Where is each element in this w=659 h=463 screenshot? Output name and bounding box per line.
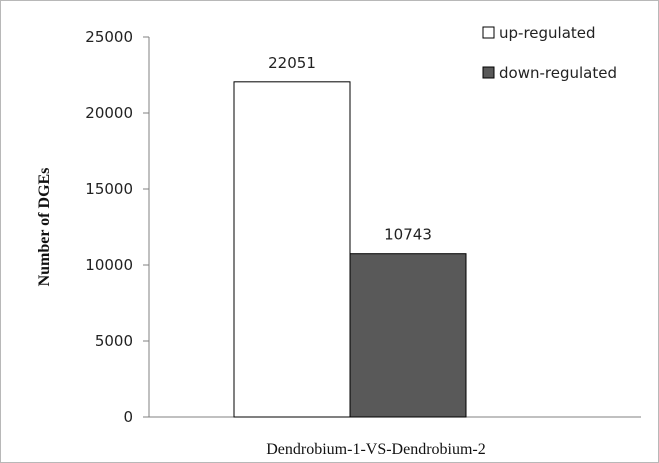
y-tick-labels: 0 5000 10000 15000 20000 25000 bbox=[85, 28, 133, 426]
y-tick-label: 15000 bbox=[85, 180, 133, 198]
legend-swatch-up-regulated bbox=[482, 26, 495, 39]
y-tick-label: 20000 bbox=[85, 104, 133, 122]
legend-swatch-down-regulated bbox=[482, 66, 495, 79]
data-label-up-regulated: 22051 bbox=[268, 54, 316, 72]
y-axis-title: Number of DGEs bbox=[36, 168, 53, 287]
bars bbox=[233, 81, 467, 418]
legend: up-regulated down-regulated bbox=[482, 24, 617, 82]
y-tick-label: 5000 bbox=[95, 332, 133, 350]
y-tick-label: 25000 bbox=[85, 28, 133, 46]
y-tick-label: 10000 bbox=[85, 256, 133, 274]
bar-down-regulated bbox=[349, 253, 467, 418]
x-axis-title: Dendrobium-1-VS-Dendrobium-2 bbox=[266, 441, 486, 458]
legend-label-up-regulated: up-regulated bbox=[499, 24, 596, 42]
y-tick-label: 0 bbox=[123, 408, 133, 426]
bar-up-regulated bbox=[233, 81, 351, 418]
legend-label-down-regulated: down-regulated bbox=[499, 64, 617, 82]
data-labels: 22051 10743 bbox=[268, 54, 432, 244]
data-label-down-regulated: 10743 bbox=[384, 226, 432, 244]
